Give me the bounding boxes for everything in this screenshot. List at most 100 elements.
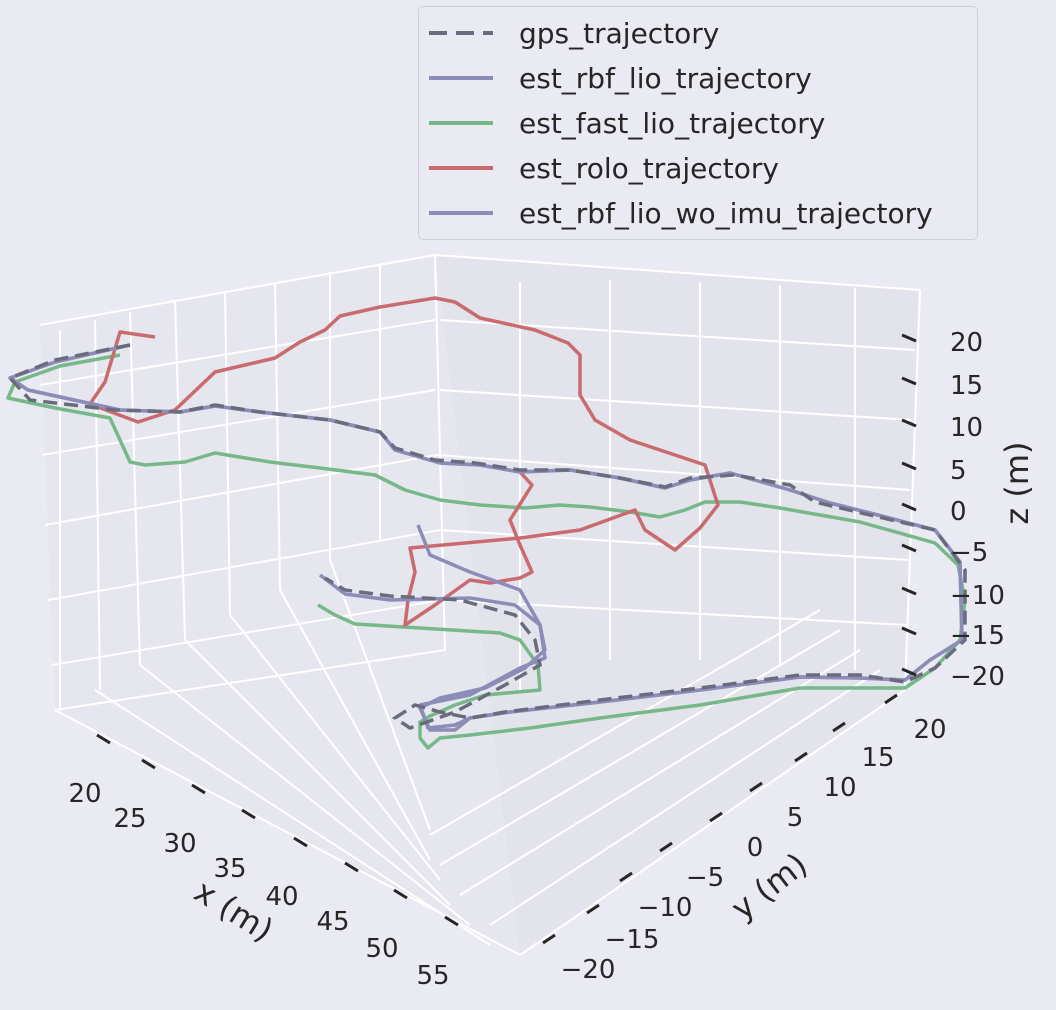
grid-line-27 <box>441 599 907 626</box>
y-tick-mark <box>659 841 673 853</box>
z-tick-mark <box>901 376 917 386</box>
y-tick-label: −15 <box>605 925 660 955</box>
z-tick-label: −5 <box>950 538 988 568</box>
grid-line-39 <box>429 609 821 836</box>
x-tick-mark <box>444 915 459 927</box>
z-tick-label: −15 <box>950 621 1005 651</box>
y-tick-mark <box>749 781 763 793</box>
legend-swatch <box>429 121 493 125</box>
y-tick-label: −10 <box>638 893 693 923</box>
x-tick-label: 20 <box>68 779 101 809</box>
z-tick-mark <box>901 626 917 636</box>
grid-line-24 <box>439 389 913 421</box>
grid-line-29 <box>94 689 491 946</box>
grid-line-5 <box>274 282 281 591</box>
x-tick-label: 55 <box>416 961 449 991</box>
x-tick-label: 25 <box>113 804 146 834</box>
z-tick-label: −20 <box>950 662 1005 692</box>
axis-panes <box>40 255 920 955</box>
z-tick-label: 0 <box>950 497 967 527</box>
x-tick-label: 30 <box>163 829 196 859</box>
x-tick-label: 50 <box>365 934 398 964</box>
grid-line-25 <box>436 454 911 491</box>
grid-lines <box>39 254 921 956</box>
pane-left <box>40 255 520 955</box>
grid-line-33 <box>279 589 431 861</box>
legend-label: gps_trajectory <box>519 16 720 50</box>
legend-item: est_rolo_trajectory <box>429 148 779 188</box>
legend-label: est_rbf_lio_trajectory <box>519 61 812 95</box>
x-tick-mark <box>241 808 256 820</box>
grid-line-38 <box>439 629 841 866</box>
legend-swatch <box>429 76 493 80</box>
z-tick-mark <box>901 461 917 471</box>
legend-swatch <box>429 31 493 35</box>
legend-label: est_rolo_trajectory <box>519 151 779 185</box>
x-tick-label: 40 <box>265 882 298 912</box>
y-tick-label: 5 <box>787 803 804 833</box>
z-tick-mark <box>901 502 917 512</box>
grid-line-30 <box>139 664 471 926</box>
legend-item: est_fast_lio_trajectory <box>429 103 825 143</box>
trajectory-line-fast-lio <box>6 353 967 750</box>
legend-item: est_rbf_lio_wo_imu_trajectory <box>429 193 933 233</box>
z-tick-label: −10 <box>950 581 1005 611</box>
x-tick-mark <box>96 733 111 745</box>
y-tick-mark <box>709 811 723 823</box>
y-tick-label: 20 <box>913 715 946 745</box>
x-tick-label: 35 <box>213 854 246 884</box>
grid-line-31 <box>184 639 451 906</box>
x-tick-mark <box>344 861 359 873</box>
z-tick-label: 15 <box>950 371 983 401</box>
y-tick-mark <box>832 721 846 733</box>
grid-line-12 <box>47 529 441 601</box>
x-tick-mark <box>141 758 156 770</box>
z-tick-mark <box>901 418 917 428</box>
grid-line-3 <box>174 299 186 641</box>
y-tick-mark <box>586 903 600 915</box>
pane-right <box>435 255 920 955</box>
grid-line-32 <box>229 614 441 881</box>
grid-line-8 <box>39 254 436 326</box>
x-tick-label: 45 <box>316 907 349 937</box>
legend-item: gps_trajectory <box>429 13 719 53</box>
z-tick-mark <box>901 543 917 553</box>
grid-line-1 <box>94 319 101 691</box>
trajectory-line-rolo <box>88 296 720 627</box>
legend-swatch <box>429 211 493 215</box>
grid-line-11 <box>44 454 438 526</box>
grid-line-26 <box>439 529 909 561</box>
grid-line-35 <box>519 689 906 956</box>
legend-label: est_fast_lio_trajectory <box>519 106 826 140</box>
y-tick-mark <box>619 871 633 883</box>
z-tick-mark <box>901 586 917 596</box>
z-axis-label: z (m) <box>998 441 1036 524</box>
legend-swatch <box>429 166 493 170</box>
grid-line-21 <box>904 289 921 691</box>
x-tick-mark <box>393 888 408 900</box>
grid-line-14 <box>54 649 446 711</box>
legend-item: est_rbf_lio_trajectory <box>429 58 812 98</box>
grid-line-13 <box>51 599 443 666</box>
z-tick-label: 20 <box>950 328 983 358</box>
y-axis-label: y (m) <box>724 845 815 927</box>
y-tick-label: 0 <box>747 833 764 863</box>
y-tick-label: −5 <box>686 863 724 893</box>
legend-label: est_rbf_lio_wo_imu_trajectory <box>519 196 933 230</box>
y-tick-label: 10 <box>823 773 856 803</box>
grid-line-36 <box>489 669 881 926</box>
z-tick-label: 10 <box>950 413 983 443</box>
y-tick-mark <box>884 693 898 705</box>
y-tick-mark <box>542 933 556 945</box>
trajectory-line-gps <box>7 343 967 730</box>
y-tick-label: 15 <box>861 743 894 773</box>
x-tick-mark <box>293 836 308 848</box>
trajectory-lines <box>6 296 967 750</box>
x-tick-mark <box>191 783 206 795</box>
grid-line-15 <box>434 254 446 651</box>
y-tick-label: −20 <box>561 955 616 985</box>
legend: gps_trajectory est_rbf_lio_trajectory est_… <box>418 6 978 240</box>
y-tick-mark <box>794 751 808 763</box>
